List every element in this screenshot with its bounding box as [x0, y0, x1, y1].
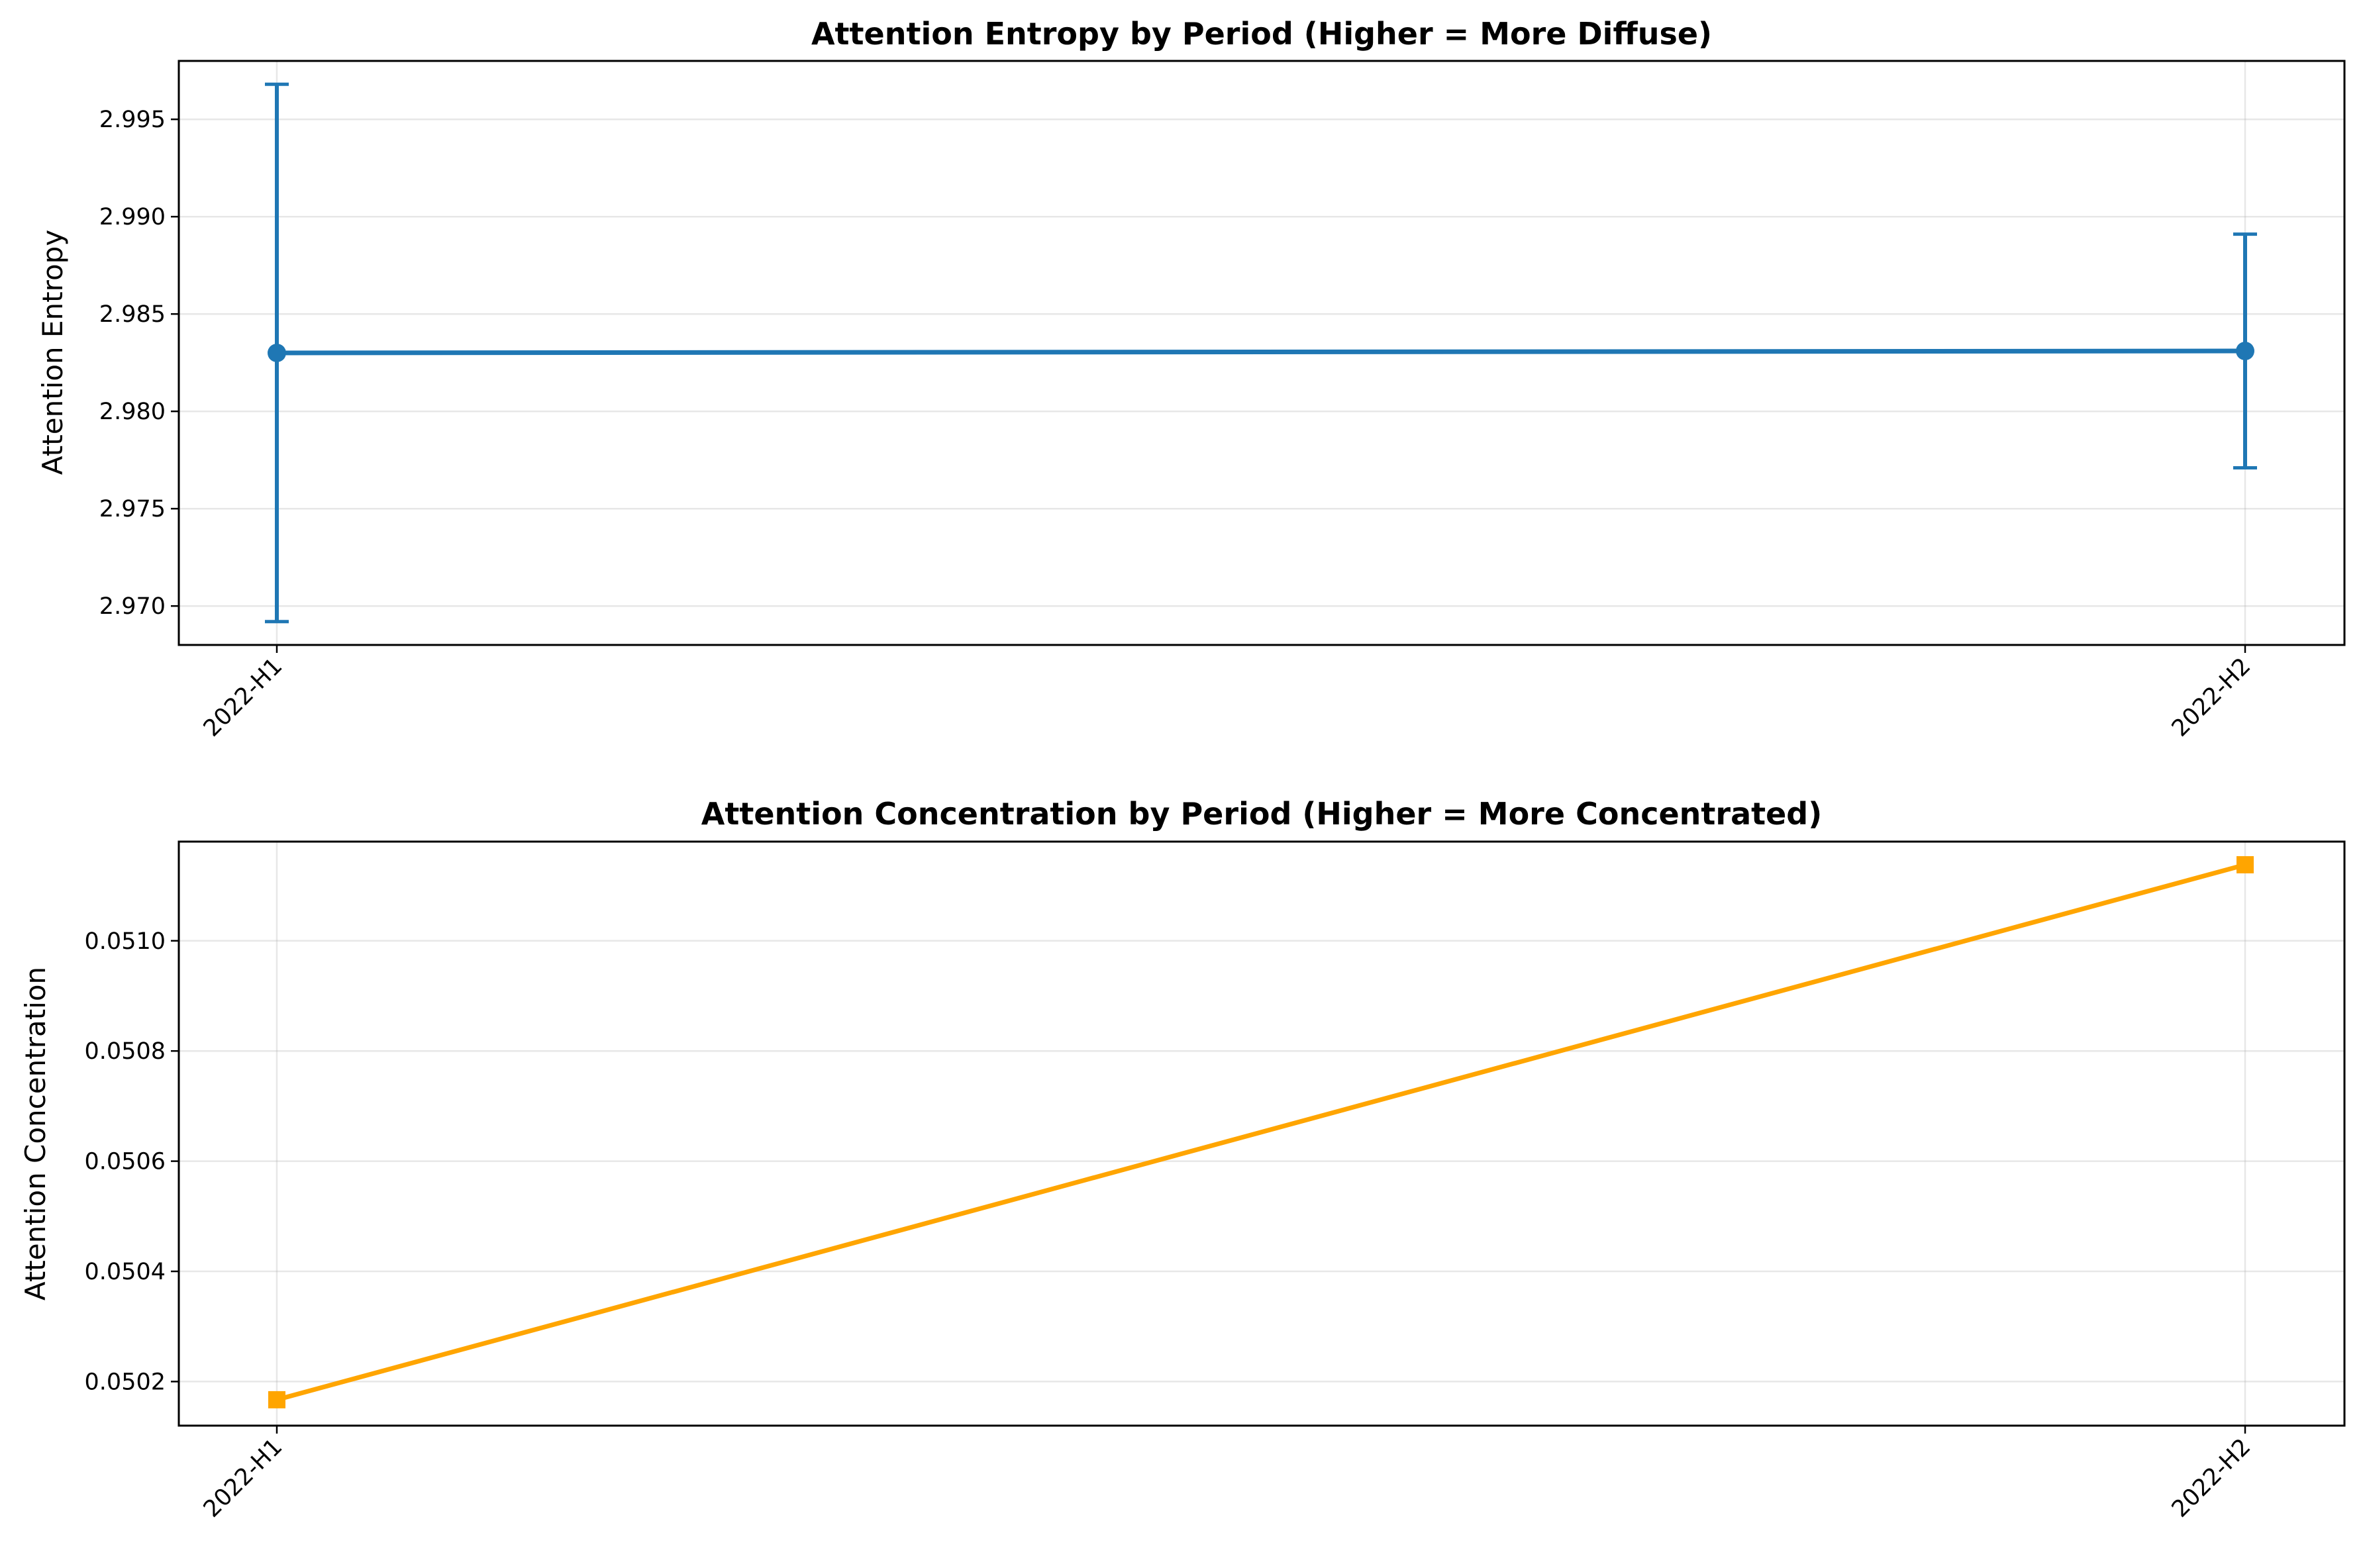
concentration-series-line [276, 862, 2246, 1402]
entropy-y-tick-label: 2.995 [99, 107, 166, 133]
entropy-data-point [2236, 342, 2254, 361]
concentration-y-tick-label: 0.0504 [85, 1259, 166, 1285]
entropy-data-point [268, 344, 286, 362]
entropy-series-line [276, 348, 2246, 356]
concentration-y-axis-label: Attention Concentration [19, 967, 52, 1300]
concentration-plot-frame [177, 840, 2346, 1427]
entropy-y-tick-label: 2.980 [99, 399, 166, 425]
concentration-y-tick-label: 0.0506 [85, 1149, 166, 1175]
concentration-x-tick-label: 2022-H1 [199, 1434, 288, 1523]
concentration-y-tick-label: 0.0508 [85, 1038, 166, 1065]
concentration-data-point [268, 1391, 285, 1408]
entropy-y-axis-label: Attention Entropy [36, 230, 69, 475]
entropy-x-tick-label: 2022-H1 [199, 653, 288, 742]
concentration-x-tick-label: 2022-H2 [2167, 1434, 2256, 1523]
entropy-y-tick-label: 2.975 [99, 496, 166, 522]
concentration-data-point [2237, 856, 2254, 873]
entropy-y-tick-label: 2.990 [99, 204, 166, 230]
entropy-y-tick-label: 2.985 [99, 301, 166, 328]
entropy-y-tick-label: 2.970 [99, 593, 166, 620]
concentration-y-tick-label: 0.0510 [85, 928, 166, 955]
concentration-chart-title: Attention Concentration by Period (Highe… [701, 796, 1823, 832]
entropy-panel: Attention Entropy by Period (Higher = Mo… [36, 16, 2346, 742]
concentration-panel: Attention Concentration by Period (Highe… [19, 796, 2346, 1523]
entropy-x-tick-label: 2022-H2 [2167, 653, 2256, 742]
entropy-chart-title: Attention Entropy by Period (Higher = Mo… [811, 16, 1712, 52]
concentration-y-tick-label: 0.0502 [85, 1369, 166, 1395]
entropy-plot-frame [177, 60, 2346, 646]
